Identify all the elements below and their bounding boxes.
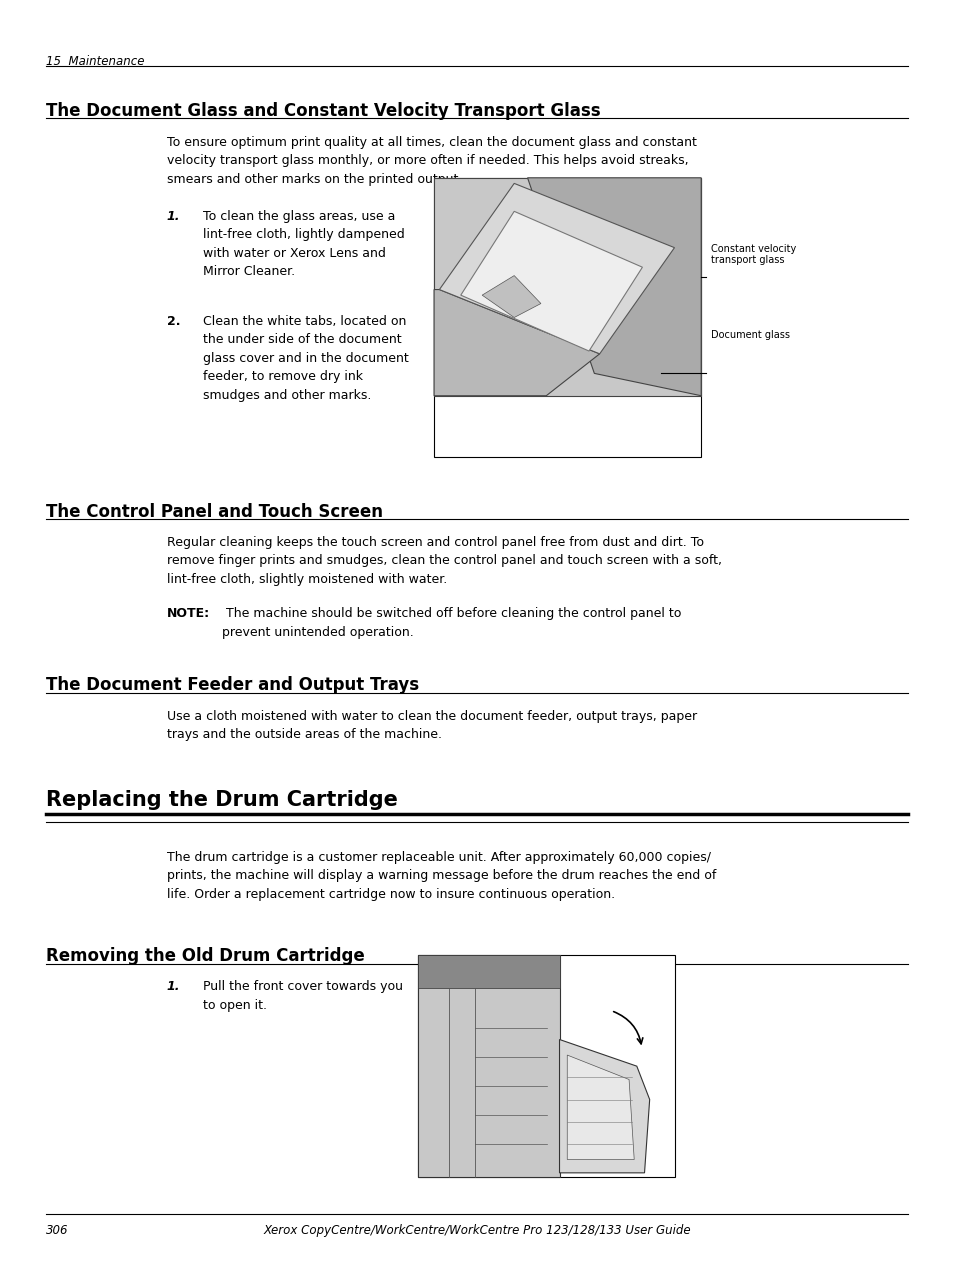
Bar [417, 955, 558, 988]
Text: Xerox CopyCentre/WorkCentre/WorkCentre Pro 123/128/133 User Guide: Xerox CopyCentre/WorkCentre/WorkCentre P… [263, 1224, 690, 1237]
Text: Replacing the Drum Cartridge: Replacing the Drum Cartridge [46, 790, 397, 810]
Text: Regular cleaning keeps the touch screen and control panel free from dust and dir: Regular cleaning keeps the touch screen … [167, 536, 721, 585]
Text: Document glass: Document glass [710, 330, 789, 340]
Bar [417, 955, 558, 1177]
Polygon shape [434, 290, 599, 396]
Polygon shape [481, 276, 540, 318]
Text: Clean the white tabs, located on
the under side of the document
glass cover and : Clean the white tabs, located on the und… [203, 315, 409, 403]
Polygon shape [567, 1055, 634, 1160]
Text: Removing the Old Drum Cartridge: Removing the Old Drum Cartridge [46, 947, 364, 965]
Text: The Document Feeder and Output Trays: The Document Feeder and Output Trays [46, 676, 418, 693]
Polygon shape [558, 1039, 649, 1173]
Bar [434, 178, 700, 457]
Text: The machine should be switched off before cleaning the control panel to
prevent : The machine should be switched off befor… [222, 607, 681, 639]
Polygon shape [460, 211, 641, 351]
Polygon shape [439, 183, 674, 354]
Text: 15  Maintenance: 15 Maintenance [46, 55, 144, 67]
Text: Use a cloth moistened with water to clean the document feeder, output trays, pap: Use a cloth moistened with water to clea… [167, 710, 697, 742]
Text: 1.: 1. [167, 980, 180, 993]
Text: The Control Panel and Touch Screen: The Control Panel and Touch Screen [46, 503, 382, 521]
Text: The Document Glass and Constant Velocity Transport Glass: The Document Glass and Constant Velocity… [46, 102, 599, 119]
Text: 306: 306 [46, 1224, 69, 1237]
Text: 2.: 2. [167, 315, 180, 328]
Text: The drum cartridge is a customer replaceable unit. After approximately 60,000 co: The drum cartridge is a customer replace… [167, 851, 716, 900]
Text: Constant velocity
transport glass: Constant velocity transport glass [710, 244, 795, 265]
Bar [417, 955, 675, 1177]
Polygon shape [434, 178, 700, 396]
Text: Pull the front cover towards you
to open it.: Pull the front cover towards you to open… [203, 980, 403, 1012]
Text: To ensure optimum print quality at all times, clean the document glass and const: To ensure optimum print quality at all t… [167, 136, 696, 185]
Text: To clean the glass areas, use a
lint-free cloth, lightly dampened
with water or : To clean the glass areas, use a lint-fre… [203, 210, 404, 278]
Polygon shape [527, 178, 700, 396]
Text: NOTE:: NOTE: [167, 607, 210, 620]
Text: 1.: 1. [167, 210, 180, 222]
